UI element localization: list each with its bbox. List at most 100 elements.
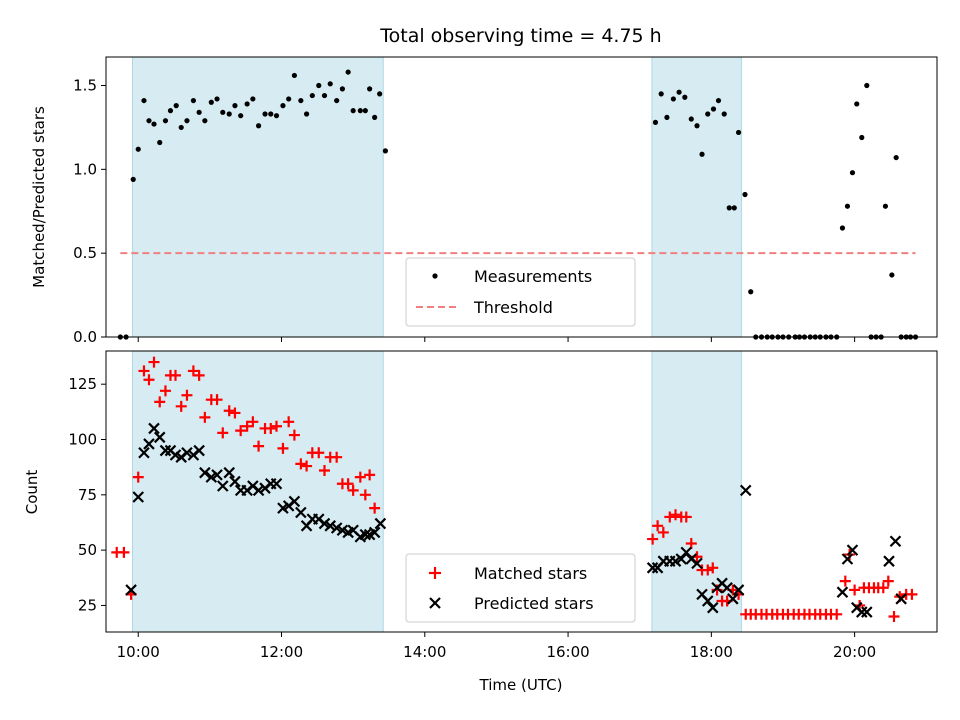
measurement-point: [839, 225, 846, 231]
predicted-star-point: [270, 477, 283, 490]
matched-star-point: [359, 489, 371, 501]
measurement-point: [298, 97, 304, 104]
top-legend-box: [405, 257, 636, 327]
measurement-point: [238, 113, 244, 119]
matched-star-point: [154, 396, 166, 408]
measurement-point: [303, 111, 310, 117]
matched-star-point: [652, 520, 664, 532]
matched-star-point: [277, 442, 289, 454]
predicted-star-point: [721, 581, 733, 594]
bottom-x-tick-label: 12:00: [260, 643, 303, 661]
predicted-star-point: [895, 593, 907, 605]
top-x-ticks: [137, 337, 856, 342]
predicted-star-point: [691, 557, 703, 570]
matched-star-point: [143, 374, 155, 386]
measurement-point: [286, 96, 292, 102]
measurement-point: [670, 96, 676, 102]
matched-star-point: [664, 511, 676, 523]
measurement-point: [658, 91, 664, 97]
matched-star-point: [187, 365, 199, 377]
bottom-x-tick-label: 14:00: [403, 643, 446, 661]
measurement-point: [652, 119, 659, 125]
legend-measurements-marker: [432, 273, 438, 279]
matched-star-point: [193, 369, 205, 381]
matched-star-point: [138, 365, 150, 377]
predicted-star-point: [675, 553, 688, 565]
top-y-axis-label: Matched/Predicted stars: [30, 106, 48, 288]
measurement-point: [130, 176, 136, 182]
predicted-star-point: [181, 447, 193, 459]
bottom-x-axis-label: Time (UTC): [479, 676, 563, 694]
bottom-x-tick-label: 20:00: [833, 643, 876, 661]
measurement-point: [882, 203, 889, 209]
measurement-point: [327, 81, 333, 87]
predicted-star-point: [252, 484, 265, 497]
measurement-point: [664, 114, 670, 120]
measurement-point: [748, 289, 754, 295]
measurement-point: [321, 92, 328, 99]
predicted-star-point: [646, 562, 659, 574]
predicted-star-point: [841, 553, 854, 565]
matched-star-point: [354, 471, 366, 483]
measurement-point: [135, 146, 141, 152]
matched-star-point: [159, 385, 171, 397]
matched-star-point: [265, 422, 277, 434]
matched-star-point: [253, 440, 265, 452]
matched-star-point: [877, 582, 889, 594]
measurement-point: [367, 86, 373, 92]
bottom-x-ticks: 10:00 12:00 14:00 16:00 18:00 20:00: [117, 632, 876, 661]
bottom-y-tick-label: 125: [68, 375, 97, 393]
matched-star-point: [342, 478, 354, 490]
predicted-star-point: [701, 595, 714, 607]
legend-matched-label: Matched stars: [474, 564, 587, 583]
legend-matched-marker: [429, 567, 441, 579]
matched-star-point: [181, 389, 193, 401]
measurement-point: [226, 111, 232, 117]
matched-star-point: [288, 429, 300, 441]
predicted-star-point: [295, 506, 307, 519]
measurement-point: [726, 205, 732, 211]
predicted-star-point: [706, 601, 719, 614]
top-y-ticks: 0.0 0.5 1.0 1.5: [73, 77, 106, 346]
matched-star-point: [217, 427, 229, 439]
matched-star-point: [347, 484, 359, 496]
predicted-star-point: [216, 480, 229, 492]
bottom-shaded-interval: [651, 351, 742, 632]
legend-predicted-label: Predicted stars: [474, 594, 594, 613]
matched-star-point: [680, 511, 692, 523]
predicted-star-point: [132, 491, 145, 503]
measurement-point: [357, 108, 363, 114]
measurement-point: [309, 92, 315, 99]
top-y-tick-label: 1.0: [73, 160, 97, 178]
matched-star-point: [283, 416, 295, 428]
predicted-star-point: [856, 606, 868, 618]
measurement-point: [382, 148, 388, 154]
top-chart-title: Total observing time = 4.75 h: [379, 25, 661, 47]
matched-star-point: [235, 425, 247, 437]
matched-star-point: [702, 564, 714, 576]
top-axes-frame: [105, 56, 938, 338]
measurement-point: [705, 111, 711, 117]
predicted-star-point: [153, 431, 166, 444]
measurement-point: [345, 69, 351, 75]
measurement-point: [710, 106, 717, 112]
predicted-star-point: [374, 517, 387, 530]
measurement-point: [682, 94, 688, 100]
measurement-point: [151, 121, 157, 127]
predicted-star-point: [739, 484, 752, 497]
measurement-point: [190, 97, 196, 104]
measurement-point: [731, 205, 737, 211]
top-shaded-interval: [132, 57, 384, 337]
measurement-point: [854, 101, 860, 107]
matched-star-point: [831, 608, 843, 620]
measurement-point: [268, 111, 274, 117]
measurement-point: [167, 108, 174, 114]
matched-star-point: [906, 588, 918, 600]
measurement-point: [694, 123, 700, 129]
predicted-star-point: [861, 606, 873, 618]
measurement-point: [291, 72, 298, 79]
matched-star-point: [888, 611, 900, 623]
measurement-point: [202, 118, 208, 124]
predicted-star-point: [368, 526, 381, 539]
